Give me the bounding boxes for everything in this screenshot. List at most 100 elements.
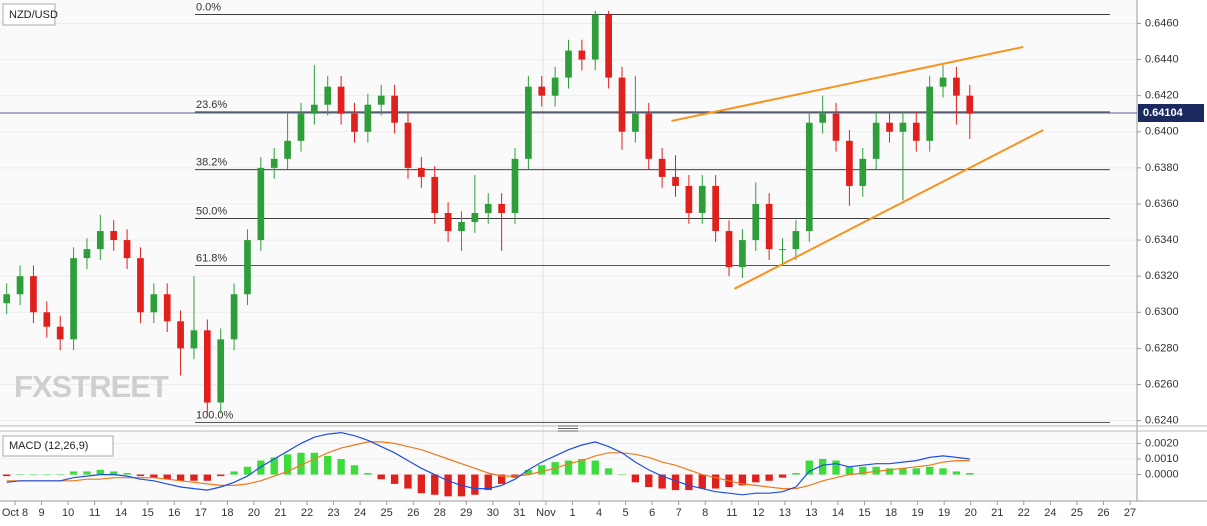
candle-body — [953, 77, 960, 96]
macd-histogram-bar — [604, 468, 613, 475]
candle-body — [190, 330, 198, 349]
macd-histogram-bar — [43, 474, 51, 476]
candle-body — [123, 240, 131, 259]
macd-histogram-bar — [912, 468, 920, 475]
x-tick-label: 20 — [248, 507, 260, 519]
candle-body — [311, 104, 318, 114]
chart-title: NZD/USD — [9, 9, 58, 21]
macd-histogram-bar — [631, 474, 640, 483]
candle-body — [404, 122, 412, 168]
x-tick-label: 4 — [596, 507, 602, 519]
x-tick-label: 13 — [779, 507, 791, 519]
macd-histogram-bar — [123, 473, 131, 475]
macd-histogram-bar — [618, 474, 626, 476]
macd-histogram-bar — [845, 466, 854, 475]
x-tick-label: 17 — [195, 507, 207, 519]
macd-histogram-bar — [230, 471, 238, 475]
fib-label: 50.0% — [196, 205, 227, 217]
x-tick-label: Oct 8 — [2, 507, 28, 519]
macd-histogram-bar — [939, 468, 947, 475]
x-tick-label: Nov — [536, 507, 556, 519]
macd-histogram-bar — [738, 474, 747, 486]
y-tick-label: 0.6460 — [1145, 17, 1179, 29]
macd-histogram-bar — [243, 466, 252, 475]
candle-body — [779, 249, 786, 251]
candle-body — [163, 294, 171, 322]
x-tick-label: 27 — [1124, 507, 1136, 519]
macd-histogram-bar — [337, 459, 345, 475]
x-tick-label: 20 — [965, 507, 977, 519]
candle-body — [939, 77, 947, 87]
x-tick-label: 7 — [676, 507, 682, 519]
x-tick-label: 21 — [991, 507, 1003, 519]
y-tick-label: 0.6320 — [1145, 270, 1179, 282]
candle-body — [618, 77, 626, 132]
x-tick-label: 14 — [115, 507, 127, 519]
x-tick-label: 26 — [1097, 507, 1109, 519]
macd-histogram-bar — [324, 455, 332, 475]
candle-body — [846, 140, 853, 186]
candle-body — [578, 50, 586, 60]
x-tick-label: 24 — [1044, 507, 1056, 519]
x-tick-label: 6 — [649, 507, 655, 519]
signal-line — [6, 441, 970, 490]
x-tick-label: 15 — [142, 507, 154, 519]
y-tick-label: 0.6240 — [1145, 414, 1179, 426]
y-tick-label: 0.6340 — [1145, 234, 1179, 246]
y-tick-label: 0.6280 — [1145, 342, 1179, 354]
macd-histogram-bar — [150, 474, 158, 478]
macd-histogram-bar — [56, 474, 64, 476]
x-tick-label: 31 — [513, 507, 525, 519]
candle-body — [177, 321, 184, 349]
macd-histogram-bar — [711, 474, 720, 489]
title-box — [2, 3, 56, 26]
macd-histogram-bar — [671, 474, 680, 491]
macd-histogram-bar — [591, 460, 599, 475]
x-tick-label: 24 — [354, 507, 366, 519]
x-tick-label: 10 — [62, 507, 74, 519]
x-tick-label: 15 — [858, 507, 870, 519]
y-tick-label: 0.0010 — [1145, 453, 1179, 465]
x-tick-label: 1 — [569, 507, 575, 519]
candle-body — [899, 122, 907, 132]
candle-body — [538, 86, 546, 96]
candle-body — [484, 203, 492, 213]
candle-body — [203, 330, 211, 403]
x-tick-label: 30 — [487, 507, 499, 519]
x-tick-label: 19 — [938, 507, 950, 519]
candle-body — [792, 231, 800, 250]
candle-body — [110, 231, 118, 241]
candle-body — [966, 95, 974, 114]
macd-histogram-bar — [297, 452, 305, 475]
macd-histogram-bar — [217, 474, 225, 477]
macd-histogram-bar — [645, 474, 653, 487]
x-tick-label: 12 — [752, 507, 764, 519]
macd-histogram-bar — [110, 471, 118, 475]
macd-histogram-bar — [564, 460, 573, 475]
macd-title: MACD (12,26,9) — [9, 440, 88, 452]
candle-body — [337, 86, 345, 114]
candle-body — [832, 113, 840, 141]
macd-histogram-bar — [778, 474, 787, 478]
candle-body — [70, 258, 77, 340]
candle-body — [391, 95, 398, 123]
fib-label: 0.0% — [196, 1, 221, 13]
x-tick-label: 18 — [221, 507, 233, 519]
candle-body — [739, 240, 746, 268]
x-tick-label: 19 — [911, 507, 923, 519]
candle-body — [551, 77, 559, 96]
candle-body — [471, 213, 479, 223]
macd-histogram-bar — [497, 474, 506, 484]
macd-histogram-bar — [176, 474, 185, 481]
y-tick-label: 0.6260 — [1145, 378, 1179, 390]
candle-body — [926, 86, 934, 141]
macd-histogram-bar — [16, 474, 24, 476]
fib-label: 61.8% — [196, 252, 227, 264]
candle-body — [3, 294, 11, 304]
candle-body — [257, 167, 265, 241]
macd-histogram-bar — [190, 474, 198, 481]
macd-histogram-bar — [96, 469, 105, 475]
candle-body — [297, 113, 305, 141]
macd-histogram-bar — [818, 459, 827, 475]
